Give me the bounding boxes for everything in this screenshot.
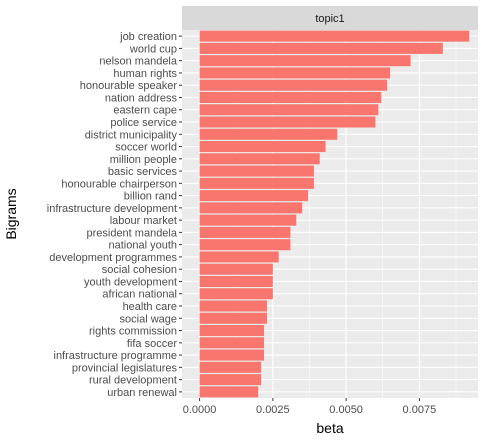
bar (199, 177, 314, 189)
bar (199, 104, 379, 116)
y-tick-label: district municipality (85, 129, 178, 141)
y-tick-label: rural development (89, 375, 177, 387)
y-axis-title: Bigrams (3, 188, 19, 239)
y-tick-label: labour market (110, 215, 177, 227)
bars (199, 30, 470, 398)
y-tick-label: provincial legislatures (72, 362, 178, 374)
x-tick-label: 0.0050 (329, 404, 363, 416)
facet-strip (182, 6, 478, 30)
facet-strip-label: topic1 (315, 13, 344, 25)
bar (199, 374, 262, 386)
bar (199, 239, 291, 251)
y-tick-label: world cup (129, 43, 177, 55)
y-tick-label: urban renewal (107, 387, 177, 399)
y-tick-label: eastern cape (113, 105, 177, 117)
y-tick-label: nation address (105, 92, 178, 104)
bar (199, 214, 297, 226)
y-tick-label: president mandela (86, 227, 177, 239)
bar (199, 141, 326, 153)
bar (199, 30, 470, 42)
bar (199, 55, 411, 67)
y-tick-label: youth development (84, 276, 177, 288)
y-tick-label: national youth (109, 240, 178, 252)
bar (199, 251, 279, 263)
bar (199, 275, 273, 287)
y-tick-label: job creation (119, 31, 177, 43)
x-tick-label: 0.0075 (403, 404, 437, 416)
y-tick-label: fifa soccer (127, 338, 177, 350)
bar (199, 67, 391, 79)
bar (199, 312, 267, 324)
y-tick-label: soccer world (115, 142, 177, 154)
bar (199, 165, 314, 177)
y-tick-label: billion rand (124, 191, 177, 203)
x-tick-label: 0.0025 (256, 404, 290, 416)
bar (199, 116, 376, 128)
bar (199, 91, 382, 103)
y-tick-label: million people (110, 154, 177, 166)
bar (199, 226, 291, 238)
bar (199, 288, 273, 300)
bar (199, 202, 303, 214)
y-tick-label: social wage (120, 313, 177, 325)
x-axis-title: beta (316, 420, 343, 436)
y-tick-label: rights commission (89, 326, 177, 338)
bar (199, 361, 262, 373)
bar (199, 42, 443, 54)
bar (199, 386, 259, 398)
y-tick-label: infrastructure development (47, 203, 177, 215)
bar (199, 128, 338, 140)
y-tick-label: honourable speaker (80, 80, 178, 92)
y-tick-label: infrastructure programme (54, 350, 178, 362)
bar (199, 153, 320, 165)
bar (199, 325, 265, 337)
y-tick-label: human rights (113, 68, 177, 80)
x-tick-label: 0.0000 (183, 404, 217, 416)
bar (199, 337, 265, 349)
bar (199, 300, 267, 312)
x-axis: 0.0000 0.0025 0.0050 0.0075 (183, 398, 436, 416)
y-tick-label: nelson mandela (99, 56, 178, 68)
plot-panel (182, 30, 478, 398)
bar (199, 263, 273, 275)
y-tick-label: basic services (108, 166, 178, 178)
y-tick-label: african national (102, 289, 177, 301)
bar (199, 190, 309, 202)
bar (199, 349, 265, 361)
y-tick-label: social cohesion (102, 264, 177, 276)
y-tick-label: honourable chairperson (61, 178, 177, 190)
bar (199, 79, 388, 91)
y-tick-label: health care (123, 301, 177, 313)
y-tick-label: development programmes (49, 252, 177, 264)
y-tick-label: police service (110, 117, 177, 129)
